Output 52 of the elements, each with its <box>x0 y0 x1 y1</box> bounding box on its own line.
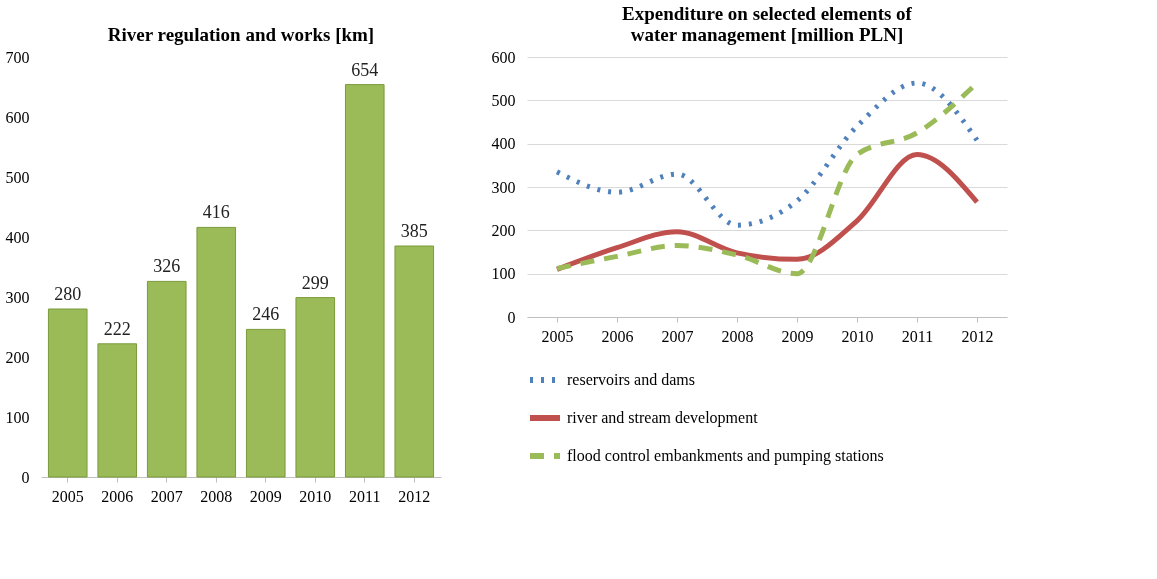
y-tick-label: 500 <box>491 91 516 109</box>
bar <box>394 245 435 478</box>
data-label: 280 <box>54 284 82 304</box>
data-label: 326 <box>153 256 181 277</box>
x-tick-label: 2009 <box>249 487 282 505</box>
x-tick-label: 2005 <box>541 327 574 345</box>
bar <box>47 308 88 478</box>
chart-title: River regulation and works [km] <box>107 24 375 45</box>
x-tick-label: 2011 <box>349 487 381 505</box>
y-tick-label: 300 <box>491 178 516 196</box>
legend-label: flood control embankments and pumping stations <box>567 447 884 465</box>
data-label: 299 <box>301 272 329 293</box>
data-label: 246 <box>252 304 280 325</box>
chart-title: Expenditure on selected elements of water management [million PLN] <box>622 3 913 45</box>
x-tick-label: 2012 <box>398 487 431 505</box>
y-tick-label: 500 <box>5 168 30 186</box>
x-tick-label: 2008 <box>721 327 754 345</box>
x-tick-label: 2009 <box>781 327 814 345</box>
bar <box>295 297 336 478</box>
data-label: 654 <box>351 59 379 80</box>
y-tick-label: 400 <box>5 228 30 246</box>
legend-label: river and stream development <box>567 409 759 427</box>
x-tick-label: 2007 <box>661 327 694 345</box>
y-tick-label: 700 <box>5 48 30 66</box>
y-tick-label: 0 <box>507 308 516 326</box>
y-tick-label: 400 <box>491 135 516 153</box>
x-tick-label: 2006 <box>601 327 634 345</box>
bar <box>97 343 138 478</box>
bar <box>196 226 237 478</box>
bar <box>344 84 385 478</box>
data-label: 385 <box>400 221 428 241</box>
bar <box>245 328 286 478</box>
y-tick-label: 600 <box>491 48 516 66</box>
x-tick-label: 2010 <box>841 327 874 345</box>
y-tick-label: 600 <box>5 108 30 126</box>
x-tick-label: 2006 <box>101 487 134 505</box>
x-tick-label: 2011 <box>901 327 934 345</box>
bar <box>146 280 187 478</box>
x-tick-label: 2008 <box>200 487 233 505</box>
x-tick-label: 2012 <box>961 327 994 345</box>
x-tick-label: 2005 <box>51 487 84 505</box>
x-tick-label: 2010 <box>299 487 332 505</box>
data-label: 416 <box>202 202 230 223</box>
y-tick-label: 100 <box>491 265 516 283</box>
y-tick-label: 100 <box>5 408 30 426</box>
y-tick-label: 0 <box>21 468 30 486</box>
data-label: 222 <box>103 318 131 339</box>
y-tick-label: 200 <box>491 221 516 239</box>
y-tick-label: 200 <box>5 348 30 366</box>
y-tick-label: 300 <box>5 288 30 306</box>
legend-label: reservoirs and dams <box>567 371 695 388</box>
x-tick-label: 2007 <box>150 487 183 505</box>
